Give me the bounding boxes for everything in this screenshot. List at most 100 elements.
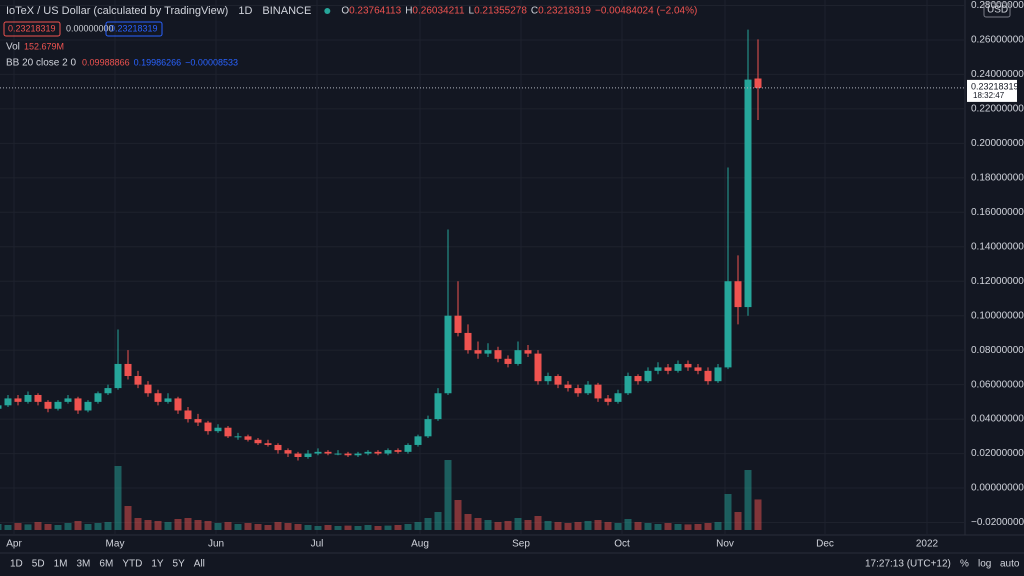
- candle-body: [324, 451, 332, 454]
- ohlc-value: 0.26034211: [412, 6, 465, 17]
- candle-body: [714, 367, 722, 382]
- candle-body: [104, 388, 112, 394]
- scale-option[interactable]: auto: [1000, 559, 1020, 570]
- candle-body: [484, 350, 492, 354]
- price-label: 0.06000000: [971, 379, 1024, 390]
- volume-bar: [44, 524, 52, 530]
- badge-box: [105, 21, 163, 37]
- volume-bar: [184, 518, 192, 530]
- candle-body: [424, 419, 432, 437]
- price-label: 0.04000000: [971, 414, 1024, 425]
- price-tag-countdown: 18:32:47: [973, 91, 1005, 100]
- candle-body: [444, 315, 452, 394]
- candle-body: [734, 281, 742, 308]
- currency-box[interactable]: [983, 2, 1011, 18]
- interval: 1D: [238, 5, 252, 17]
- range-button[interactable]: 3M: [77, 559, 91, 570]
- volume-bar: [224, 522, 232, 530]
- candle-body: [354, 453, 362, 456]
- range-button[interactable]: 5D: [32, 559, 45, 570]
- range-button[interactable]: 1D: [10, 559, 23, 570]
- volume-bar: [614, 523, 622, 530]
- status-dot: [324, 8, 331, 14]
- candle-body: [544, 376, 552, 382]
- candle-body: [184, 410, 192, 420]
- candle-body: [664, 367, 672, 371]
- time-label: Jul: [311, 539, 324, 550]
- candle-body: [464, 332, 472, 351]
- ohlc-key: C: [531, 6, 538, 17]
- volume-bar: [344, 525, 352, 530]
- volume-bar: [454, 500, 462, 530]
- range-button[interactable]: 1Y: [151, 559, 164, 570]
- badge: 0.23218319: [110, 23, 158, 33]
- range-button[interactable]: YTD: [122, 559, 142, 570]
- volume-bar: [484, 520, 492, 530]
- volume-bar: [664, 523, 672, 530]
- candle-body: [334, 453, 342, 455]
- range-button[interactable]: 1M: [54, 559, 68, 570]
- volume-bar: [754, 499, 762, 530]
- candle-body: [94, 393, 102, 402]
- candle-body: [694, 367, 702, 371]
- indicator-name: Vol: [6, 42, 20, 53]
- price-label: 0.16000000: [971, 207, 1024, 218]
- currency[interactable]: USD: [987, 5, 1008, 16]
- candle-body: [194, 419, 202, 423]
- volume-bar: [684, 524, 692, 530]
- volume-bar: [4, 525, 12, 530]
- candle-body: [34, 394, 42, 402]
- scale-option[interactable]: log: [978, 559, 991, 570]
- volume-bar: [714, 522, 722, 530]
- volume-bar: [204, 521, 212, 530]
- candle-body: [234, 436, 242, 438]
- volume-bar: [734, 512, 742, 530]
- candle-body: [204, 422, 212, 432]
- candle-body: [514, 350, 522, 364]
- ohlc-key: H: [405, 6, 412, 17]
- candle-body: [524, 350, 532, 354]
- candle-body: [84, 401, 92, 411]
- volume-bar: [314, 526, 322, 530]
- range-button[interactable]: All: [194, 559, 205, 570]
- candle-body: [4, 398, 12, 406]
- candle-body: [534, 353, 542, 382]
- candle-body: [624, 376, 632, 394]
- volume-bar: [104, 522, 112, 530]
- candle-body: [634, 376, 642, 382]
- candle-body: [564, 384, 572, 389]
- range-button[interactable]: 5Y: [173, 559, 186, 570]
- time-label: Oct: [614, 539, 630, 550]
- candle-body: [0, 405, 2, 409]
- candle-body: [654, 367, 662, 371]
- candle-body: [744, 79, 752, 308]
- volume-bar: [574, 522, 582, 530]
- volume-bar: [544, 521, 552, 530]
- range-button[interactable]: 6M: [99, 559, 113, 570]
- volume-bar: [644, 523, 652, 530]
- candle-body: [254, 439, 262, 444]
- candle-body: [584, 384, 592, 394]
- candle-body: [374, 451, 382, 454]
- time-label: Jun: [208, 539, 224, 550]
- price-label: 0.18000000: [971, 172, 1024, 183]
- volume-bar: [284, 523, 292, 530]
- volume-bar: [474, 518, 482, 530]
- scale-option[interactable]: %: [960, 559, 969, 570]
- volume-bar: [334, 526, 342, 530]
- volume-bar: [274, 522, 282, 530]
- indicator-value: 0.09988866: [82, 57, 130, 67]
- price-label: 0.14000000: [971, 241, 1024, 252]
- candle-body: [44, 401, 52, 409]
- volume-bar: [174, 519, 182, 530]
- volume-bar: [34, 522, 42, 530]
- volume-bar: [604, 522, 612, 530]
- clock: 17:27:13 (UTC+12): [865, 559, 951, 570]
- change: −0.00484024 (−2.04%): [595, 6, 697, 17]
- volume-bar: [514, 518, 522, 530]
- volume-bar: [354, 526, 362, 530]
- volume-bar: [84, 524, 92, 530]
- candle-body: [264, 443, 272, 445]
